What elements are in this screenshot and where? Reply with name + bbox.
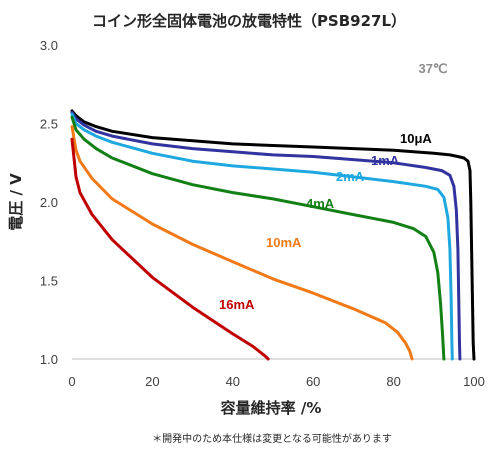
series-label: 1mA [371,153,400,168]
x-tick-label: 60 [306,374,320,389]
footnote: ＊開発中のため本仕様は変更となる可能性があります [152,432,392,445]
x-tick-label: 80 [386,374,400,389]
series-line [70,125,414,361]
x-tick-label: 20 [145,374,159,389]
series-line [70,137,270,361]
y-tick-label: 2.5 [40,117,58,132]
temperature-annotation: 37℃ [418,61,447,76]
series-line [70,112,454,361]
y-axis-label: 電圧 / V [7,173,25,231]
y-tick-labels: 1.0 1.5 2.0 2.5 3.0 [40,38,58,367]
series-label: 2mA [336,169,365,184]
series-label: 4mA [306,196,335,211]
x-tick-label: 40 [226,374,240,389]
x-tick-label: 0 [68,374,75,389]
x-tick-labels: 0 20 40 60 80 100 [68,374,484,389]
chart-title: コイン形全固体電池の放電特性（PSB927L） [92,12,406,30]
x-tick-label: 100 [463,374,485,389]
y-tick-label: 2.0 [40,195,58,210]
series-lines [70,109,476,361]
series-label: 16mA [219,297,255,312]
series-line [70,111,462,361]
y-tick-label: 1.5 [40,274,58,289]
series-label: 10μA [400,131,432,146]
x-axis-label: 容量維持率 /% [220,399,322,417]
y-tick-label: 3.0 [40,38,58,53]
y-tick-label: 1.0 [40,352,58,367]
series-label: 10mA [266,235,302,250]
series-line [70,115,446,361]
series-line [70,109,476,361]
